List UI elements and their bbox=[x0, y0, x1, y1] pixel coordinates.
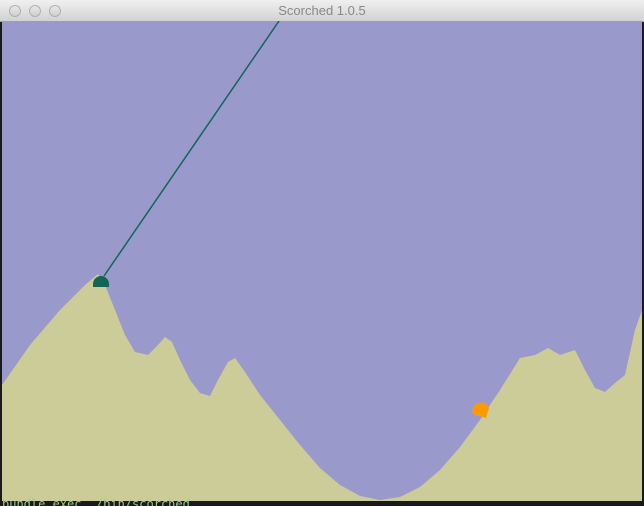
enemy-tank bbox=[472, 402, 489, 418]
terminal-text: bundle exec ./bin/scorched bbox=[2, 497, 190, 506]
minimize-button[interactable] bbox=[29, 5, 41, 17]
title-bar: Scorched 1.0.5 bbox=[0, 0, 644, 22]
close-button[interactable] bbox=[9, 5, 21, 17]
terrain bbox=[2, 274, 642, 501]
zoom-button[interactable] bbox=[49, 5, 61, 17]
player-tank bbox=[93, 276, 109, 287]
window-title: Scorched 1.0.5 bbox=[278, 3, 366, 18]
game-canvas bbox=[2, 21, 642, 501]
aim-line bbox=[103, 21, 280, 277]
